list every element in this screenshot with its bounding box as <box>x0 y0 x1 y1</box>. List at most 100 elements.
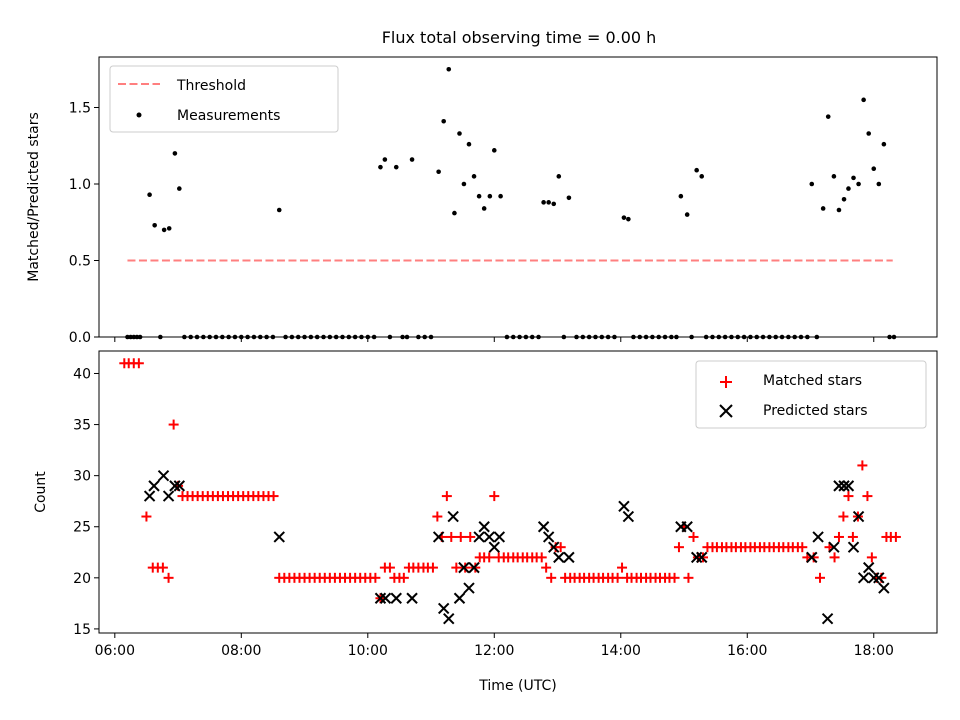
predicted-point <box>443 612 455 625</box>
measurement-point <box>283 334 288 340</box>
top-ylabel: Matched/Predicted stars <box>26 112 42 282</box>
measurement-point <box>861 97 866 103</box>
measurement-point <box>605 334 611 340</box>
measurement-point <box>662 334 668 340</box>
matched-point <box>683 572 694 583</box>
measurement-point <box>504 334 510 340</box>
matched-point <box>866 552 877 563</box>
measurement-point <box>779 334 785 340</box>
bottom-legend-box <box>695 360 927 429</box>
measurement-point <box>650 334 655 340</box>
measurement-point <box>586 334 592 340</box>
bottom-ylabel: Count <box>33 471 49 513</box>
predicted-point <box>563 551 575 564</box>
bottom-y-ticks: 15 20 25 30 35 40 <box>73 366 99 638</box>
measurement-point <box>436 169 441 175</box>
measurement-point <box>754 334 760 340</box>
bottom-ytick-label: 25 <box>73 520 91 536</box>
matched-point <box>163 572 174 583</box>
measurement-point <box>856 181 861 187</box>
predicted-point <box>143 490 156 502</box>
predicted-point <box>690 551 703 564</box>
predicted-point <box>488 541 500 553</box>
legend-predicted-swatch <box>719 404 733 418</box>
measurement-point <box>466 141 472 147</box>
measurement-point <box>541 200 546 205</box>
matched-point <box>455 531 466 542</box>
legend-threshold-label: Threshold <box>176 78 246 94</box>
measurement-point <box>703 334 709 340</box>
predicted-point <box>157 469 170 482</box>
predicted-point <box>463 582 475 594</box>
predicted-point <box>162 490 175 502</box>
measurement-point <box>729 334 734 340</box>
matched-point <box>446 531 457 542</box>
measurement-point <box>891 334 897 340</box>
measurement-point <box>416 334 421 340</box>
measurement-point <box>866 131 871 136</box>
measurement-point <box>529 334 535 340</box>
measurement-point <box>461 181 467 187</box>
measurement-point <box>871 166 877 171</box>
matched-point <box>857 460 868 471</box>
matched-point <box>168 419 179 430</box>
matched-point <box>398 572 409 583</box>
measurement-point <box>561 334 567 340</box>
top-panel: 0.0 0.5 1.0 1.5 Matched/Predicted stars Thr… <box>26 56 938 346</box>
measurement-point <box>556 174 562 179</box>
measurement-point <box>207 334 212 340</box>
predicted-point <box>862 561 875 574</box>
predicted-point <box>458 561 470 574</box>
measurement-point <box>669 334 674 340</box>
predicted-point <box>821 612 834 625</box>
measurement-point <box>137 334 143 340</box>
measurement-point <box>476 193 482 199</box>
measurement-point <box>580 334 586 340</box>
bottom-ytick-label: 20 <box>73 571 91 587</box>
measurement-point <box>846 186 851 191</box>
matched-point <box>489 491 500 502</box>
measurement-point <box>491 148 497 153</box>
legend-measurements-label: Measurements <box>177 108 280 124</box>
measurement-point <box>289 334 295 340</box>
measurement-point <box>637 334 643 340</box>
measurement-point <box>382 157 388 162</box>
measurement-point <box>767 334 772 340</box>
predicted-point <box>173 480 186 492</box>
predicted-point <box>447 510 459 523</box>
measurement-point <box>302 334 307 340</box>
measurement-point <box>387 334 393 340</box>
measurement-point <box>177 186 182 191</box>
measurement-point <box>699 174 705 179</box>
measurement-point <box>371 334 377 340</box>
measurement-point <box>498 193 503 199</box>
matched-point <box>843 491 854 502</box>
predicted-point <box>379 592 392 604</box>
matched-point <box>451 562 462 573</box>
predicted-point <box>696 551 708 564</box>
measurement-point <box>226 334 231 340</box>
measurement-point <box>308 334 314 340</box>
measurement-point <box>798 334 804 340</box>
measurement-point <box>694 167 699 173</box>
predicted-point <box>622 510 635 523</box>
measurement-point <box>359 334 364 340</box>
measurement-point <box>599 334 605 340</box>
predicted-point <box>273 531 285 543</box>
matched-point <box>465 531 476 542</box>
measurement-point <box>257 334 263 340</box>
predicted-point <box>868 572 880 584</box>
top-points-layer <box>125 66 897 340</box>
bottom-ytick-label: 35 <box>73 418 91 434</box>
measurement-point <box>566 195 572 201</box>
bottom-plot-frame <box>98 350 938 634</box>
measurement-point <box>393 164 399 170</box>
matched-point <box>546 572 557 583</box>
legend-measurements-swatch <box>136 112 142 118</box>
bottom-ytick-label: 15 <box>73 622 91 638</box>
matched-point <box>838 511 849 522</box>
bottom-panel: 15 20 25 30 35 40 06:00 08:00 10:00 12:00 14:00 16… <box>33 350 938 694</box>
bottom-xlabel: Time (UTC) <box>478 678 556 694</box>
matched-point <box>268 491 279 502</box>
measurement-point <box>295 334 301 340</box>
